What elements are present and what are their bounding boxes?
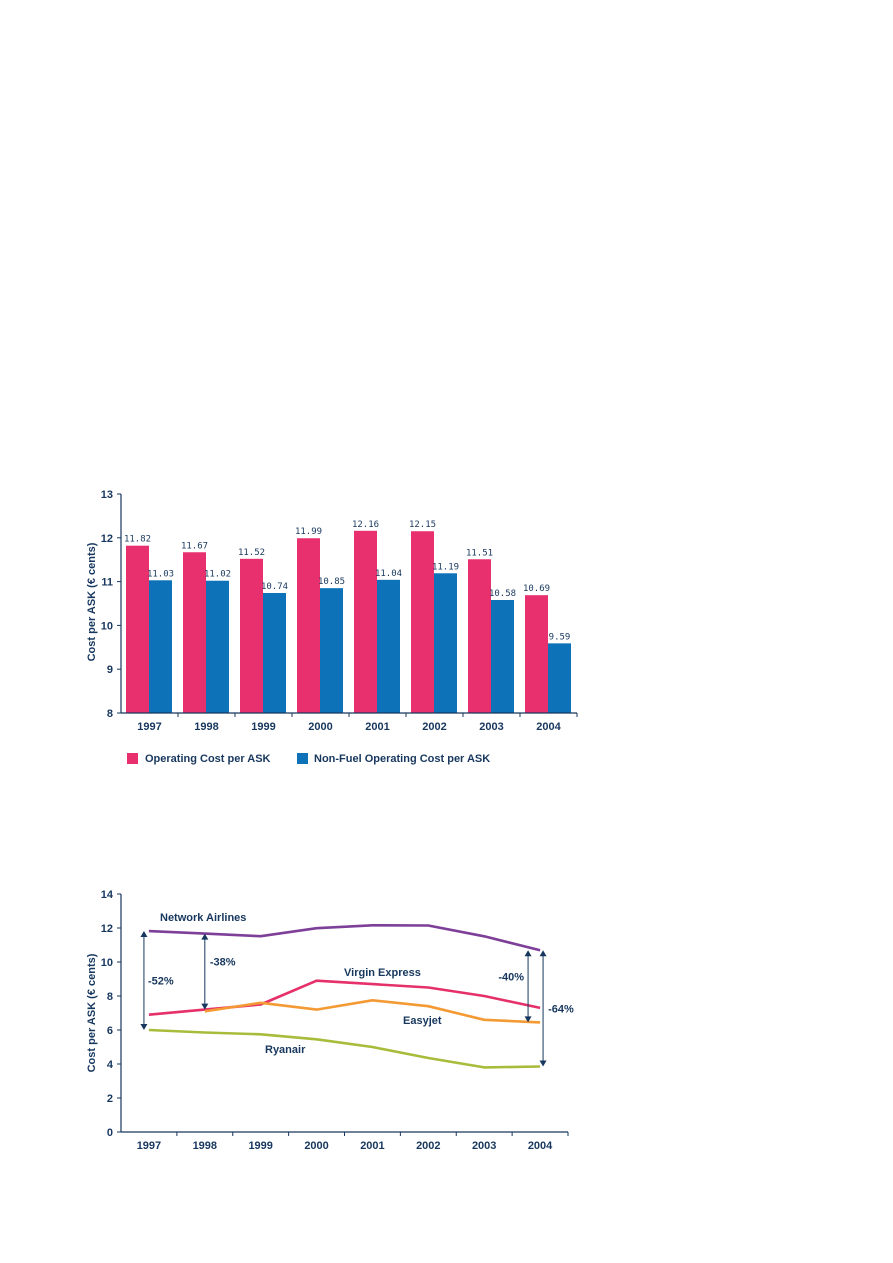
y-tick-label: 10: [101, 957, 113, 969]
data-label: 11.19: [432, 562, 459, 572]
arrow-head: [525, 950, 532, 956]
x-tick-label: 1998: [194, 721, 218, 733]
data-label: 11.67: [181, 541, 208, 551]
arrow-head: [140, 1024, 147, 1030]
data-label: 10.69: [523, 584, 550, 594]
data-label: 9.59: [549, 632, 571, 642]
bar-nonfuel-2002: [434, 573, 457, 713]
y-tick-label: 12: [101, 923, 113, 935]
legend-label-nonfuel: Non-Fuel Operating Cost per ASK: [314, 753, 490, 765]
data-label: 11.04: [375, 569, 402, 579]
bar-nonfuel-2004: [548, 643, 571, 713]
y-tick-label: 14: [101, 889, 114, 901]
x-tick-label: 2000: [304, 1140, 328, 1152]
data-label: 11.03: [147, 569, 174, 579]
y-tick-label: 11: [101, 577, 113, 589]
data-label: 11.52: [238, 548, 265, 558]
y-tick-label: 9: [107, 664, 113, 676]
data-label: 11.51: [466, 548, 493, 558]
arrow-head: [201, 934, 208, 940]
arrow-head: [540, 950, 547, 956]
y-tick-label: 13: [101, 489, 113, 501]
bar-chart: 11.82 11.03 11.67 11.02 11.52 10.74 11.99 10.85…: [0, 0, 893, 790]
bar-chart-ylabel: Cost per ASK (€ cents): [86, 542, 98, 661]
arrow-head: [525, 1016, 532, 1022]
data-label: 10.58: [489, 589, 516, 599]
y-tick-label: 8: [107, 708, 113, 720]
y-tick-label: 12: [101, 533, 113, 545]
bar-operating-1997: [126, 546, 149, 713]
x-tick-label: 2001: [360, 1140, 384, 1152]
x-tick-label: 1997: [137, 1140, 161, 1152]
data-label: 11.99: [295, 527, 322, 537]
y-tick-label: 10: [101, 620, 113, 632]
series-label-virgin: Virgin Express: [344, 967, 421, 979]
series-label-easyjet: Easyjet: [403, 1015, 442, 1027]
x-tick-label: 1997: [137, 721, 161, 733]
bar-operating-2000: [297, 538, 320, 713]
y-tick-label: 4: [107, 1059, 114, 1071]
line-chart-ylabel: Cost per ASK (€ cents): [86, 953, 98, 1072]
arrow-head: [201, 1004, 208, 1010]
x-tick-label: 2002: [422, 721, 446, 733]
annotation-label: -40%: [498, 971, 524, 983]
x-tick-label: 1999: [248, 1140, 272, 1152]
data-label: 10.74: [261, 582, 288, 592]
bar-nonfuel-1999: [263, 593, 286, 713]
y-tick-label: 0: [107, 1127, 113, 1139]
bar-operating-1998: [183, 552, 206, 713]
series-line-network: [149, 925, 540, 950]
x-tick-label: 2003: [472, 1140, 496, 1152]
x-tick-label: 2000: [308, 721, 332, 733]
annotation-label: -52%: [148, 976, 174, 988]
data-label: 10.85: [318, 577, 345, 587]
bar-operating-2001: [354, 531, 377, 713]
data-label: 12.16: [352, 520, 379, 530]
x-tick-label: 1998: [193, 1140, 217, 1152]
bar-nonfuel-1998: [206, 581, 229, 713]
bar-operating-2004: [525, 595, 548, 713]
y-tick-label: 2: [107, 1093, 113, 1105]
annotation-label: -38%: [210, 957, 236, 969]
bar-operating-2002: [411, 531, 434, 713]
data-label: 11.82: [124, 535, 151, 545]
bar-nonfuel-2001: [377, 580, 400, 713]
series-label-ryanair: Ryanair: [265, 1044, 306, 1056]
y-tick-label: 8: [107, 991, 113, 1003]
bar-operating-1999: [240, 559, 263, 713]
y-tick-label: 6: [107, 1025, 113, 1037]
legend-swatch-nonfuel: [297, 753, 308, 764]
series-line-easyjet: [205, 1000, 540, 1022]
x-tick-label: 2001: [365, 721, 389, 733]
series-line-ryanair: [149, 1030, 540, 1067]
data-label: 11.02: [204, 570, 231, 580]
bar-nonfuel-1997: [149, 580, 172, 713]
series-label-network: Network Airlines: [160, 912, 246, 924]
bar-nonfuel-2003: [491, 600, 514, 713]
x-tick-label: 2004: [536, 721, 561, 733]
x-tick-label: 2004: [528, 1140, 553, 1152]
series-line-virgin: [149, 981, 540, 1015]
x-tick-label: 2003: [479, 721, 503, 733]
legend-label-operating: Operating Cost per ASK: [145, 753, 271, 765]
x-tick-label: 1999: [251, 721, 275, 733]
bar-operating-2003: [468, 559, 491, 713]
arrow-head: [140, 931, 147, 937]
arrow-head: [540, 1061, 547, 1067]
data-label: 12.15: [409, 520, 436, 530]
x-tick-label: 2002: [416, 1140, 440, 1152]
annotation-label: -64%: [548, 1003, 574, 1015]
legend-swatch-operating: [127, 753, 138, 764]
bar-nonfuel-2000: [320, 588, 343, 713]
